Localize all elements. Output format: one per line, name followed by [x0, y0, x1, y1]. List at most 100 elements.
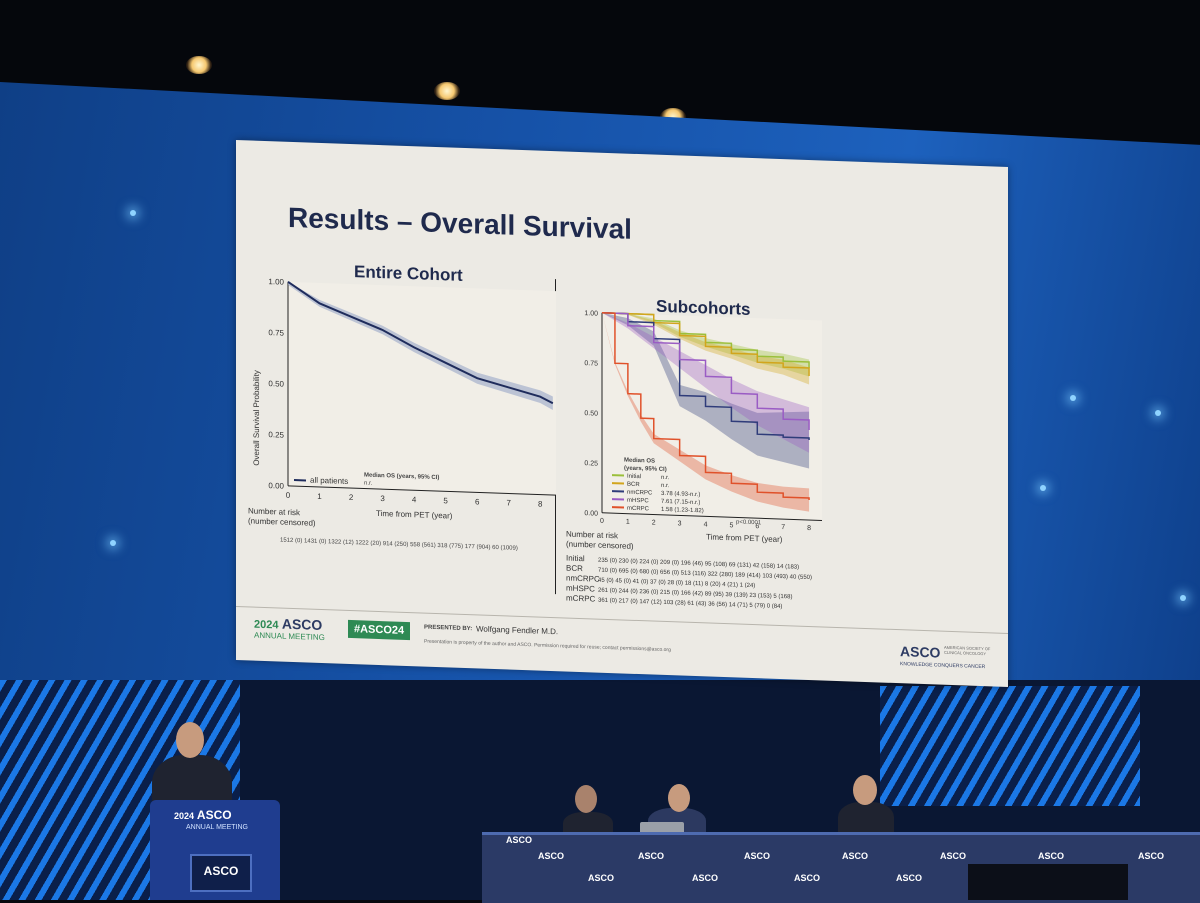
right-x-axis-label: Time from PET (year)	[706, 532, 782, 544]
asco-tagline: KNOWLEDGE CONQUERS CANCER	[900, 661, 985, 670]
table-asco-logo: ASCO	[842, 851, 868, 861]
legend-label-nmcrpc: nmCRPC	[627, 490, 661, 497]
screen-sparkle	[1155, 410, 1161, 416]
right-x-tick-label: 5	[729, 522, 733, 529]
presentation-slide: Results – Overall Survival Entire Cohort…	[236, 140, 1008, 687]
risk-row-label: mHSPC	[566, 584, 598, 594]
right-x-tick-label: 2	[652, 520, 656, 527]
footer-year: 2024	[254, 619, 278, 632]
right-y-tick-label: 0.75	[584, 360, 598, 367]
right-median-header: Median OS	[624, 458, 655, 465]
left-x-tick-label: 0	[286, 491, 291, 500]
table-asco-logo: ASCO	[794, 873, 820, 883]
right-risk-label-line2: (number censored)	[566, 540, 634, 551]
right-x-tick-label: 7	[781, 524, 785, 531]
left-y-tick-label: 0.25	[268, 430, 284, 440]
left-x-tick-label: 7	[506, 498, 511, 507]
podium-front-logo: ASCO	[192, 864, 250, 878]
podium-logo: 2024 ASCO	[174, 808, 232, 822]
panelist-3-head	[853, 775, 877, 805]
right-x-tick-label: 0	[600, 518, 604, 525]
podium-front-panel: ASCO	[190, 854, 252, 892]
risk-row-label: BCR	[566, 564, 598, 574]
table-asco-logo: ASCO	[506, 835, 532, 845]
legend-swatch-mcrpc	[612, 507, 624, 509]
left-y-tick-label: 0.75	[268, 328, 284, 338]
table-asco-logo: ASCO	[744, 851, 770, 861]
table-asco-logo: ASCO	[896, 873, 922, 883]
left-x-tick-label: 5	[443, 496, 448, 505]
legend-label-mhspc: mHSPC	[627, 498, 661, 505]
risk-row-label: nmCRPC	[566, 574, 598, 584]
presented-by-label: PRESENTED BY:	[424, 625, 472, 633]
left-y-tick-label: 0.50	[268, 379, 284, 389]
right-y-tick-label: 0.00	[584, 510, 598, 517]
panelist-2-head	[668, 784, 690, 812]
legend-swatch-nmcrpc	[612, 491, 624, 493]
legend-swatch-mhspc	[612, 499, 624, 501]
right-x-tick-label: 8	[807, 525, 811, 532]
p-value: p<0.0001	[736, 519, 761, 526]
left-x-tick-label: 8	[538, 500, 543, 509]
ceiling-light	[186, 56, 212, 74]
legend-median-bcr: n.r.	[661, 483, 669, 489]
left-x-tick-label: 4	[412, 495, 417, 504]
screen-sparkle	[110, 540, 116, 546]
monitor-silhouette	[968, 864, 1128, 900]
table-asco-logo: ASCO	[940, 851, 966, 861]
table-asco-logo: ASCO	[638, 851, 664, 861]
legend-label-initial: Initial	[627, 474, 661, 481]
disclaimer: Presentation is property of the author a…	[424, 639, 671, 654]
table-asco-logo: ASCO	[588, 873, 614, 883]
legend-label-bcr: BCR	[627, 482, 661, 489]
slide-title: Results – Overall Survival	[288, 202, 632, 246]
left-y-tick-label: 0.00	[268, 481, 284, 491]
risk-row-label: Initial	[566, 554, 598, 564]
right-x-tick-label: 4	[704, 521, 708, 528]
table-asco-logo: ASCO	[1138, 851, 1164, 861]
table-asco-logo: ASCO	[692, 873, 718, 883]
speaker-head	[176, 722, 204, 758]
legend-median-initial: n.r.	[661, 475, 669, 481]
right-x-tick-label: 1	[626, 519, 630, 526]
podium-year: 2024	[174, 811, 194, 821]
podium-brand: ASCO	[197, 808, 232, 822]
left-x-tick-label: 1	[317, 492, 322, 501]
screen-sparkle	[1070, 395, 1076, 401]
right-risk-label-line1: Number at risk	[566, 530, 618, 541]
table-asco-logo: ASCO	[538, 851, 564, 861]
stage-stripe-panel-right	[880, 686, 1140, 806]
right-y-tick-label: 1.00	[584, 310, 598, 317]
hashtag-badge: #ASCO24	[348, 620, 410, 640]
risk-row-label: mCRPC	[566, 594, 598, 604]
legend-median-mhspc: 7.61 (7.15-n.r.)	[661, 499, 700, 506]
table-asco-logo: ASCO	[1038, 851, 1064, 861]
left-legend-label: all patients	[310, 476, 348, 486]
presenter-name: Wolfgang Fendler M.D.	[476, 624, 558, 636]
left-x-tick-label: 2	[349, 493, 354, 502]
legend-median-nmcrpc: 3.78 (4.93-n.r.)	[661, 491, 700, 498]
risk-label-line1: Number at risk	[248, 506, 300, 517]
asco-society-name: AMERICAN SOCIETY OF CLINICAL ONCOLOGY	[944, 645, 1000, 657]
left-x-tick-label: 6	[475, 497, 480, 506]
screen-sparkle	[1040, 485, 1046, 491]
left-median-value: n.r.	[364, 480, 372, 486]
podium: 2024 ASCO ANNUAL MEETING ASCO	[150, 800, 280, 900]
legend-label-mcrpc: mCRPC	[627, 506, 661, 513]
risk-row-values: 361 (0) 217 (0) 147 (12) 103 (28) 61 (43…	[598, 598, 782, 610]
panelist-1-head	[575, 785, 597, 813]
podium-meeting: ANNUAL MEETING	[186, 824, 248, 831]
legend-median-mcrpc: 1.58 (1.23-1.82)	[661, 507, 704, 514]
ceiling-light	[434, 82, 460, 100]
left-x-tick-label: 3	[380, 494, 385, 503]
screen-sparkle	[130, 210, 136, 216]
legend-swatch-initial	[612, 475, 624, 477]
left-y-tick-label: 1.00	[268, 277, 284, 287]
right-y-tick-label: 0.50	[584, 410, 598, 417]
legend-swatch-bcr	[612, 483, 624, 485]
asco-logo: ASCO	[900, 643, 940, 660]
screen-sparkle	[1180, 595, 1186, 601]
left-y-axis-label: Overall Survival Probability	[252, 266, 261, 466]
